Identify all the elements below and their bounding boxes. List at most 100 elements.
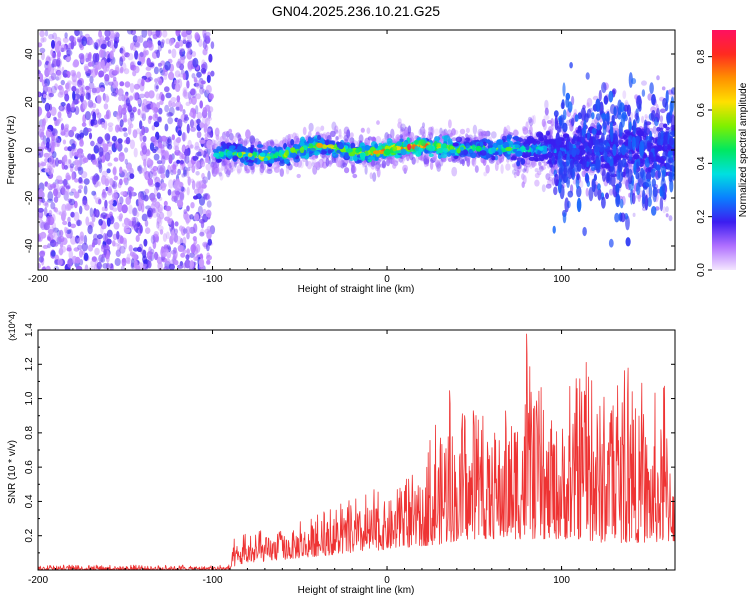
noise-cell bbox=[39, 30, 45, 38]
noise-cell bbox=[65, 56, 72, 61]
noise-cell bbox=[133, 147, 138, 158]
noise-cell bbox=[135, 211, 140, 217]
noise-cell bbox=[90, 259, 96, 267]
noise-cell bbox=[192, 236, 197, 242]
noise-cell bbox=[182, 249, 187, 254]
noise-cell bbox=[108, 200, 114, 205]
noise-cell bbox=[168, 154, 173, 165]
noise-cell bbox=[69, 163, 74, 169]
noise-cell bbox=[95, 157, 101, 168]
streak-cell bbox=[595, 113, 601, 121]
noise-cell bbox=[176, 136, 182, 144]
noise-cell bbox=[142, 135, 147, 142]
halo-cell bbox=[376, 120, 380, 125]
noise-cell bbox=[124, 228, 131, 233]
noise-cell bbox=[45, 141, 50, 149]
noise-cell bbox=[104, 151, 111, 162]
noise-cell bbox=[67, 80, 72, 85]
noise-cell bbox=[117, 138, 123, 144]
x-tick-label: 100 bbox=[553, 274, 570, 285]
streak-cell bbox=[661, 183, 666, 199]
noise-cell bbox=[143, 238, 148, 247]
noise-cell bbox=[70, 223, 77, 229]
noise-cell bbox=[147, 157, 152, 165]
noise-cell bbox=[72, 90, 76, 101]
noise-cell bbox=[52, 151, 57, 159]
noise-cell bbox=[179, 104, 184, 112]
noise-cell bbox=[76, 219, 81, 227]
noise-cell bbox=[168, 71, 175, 81]
streak-cell bbox=[590, 163, 596, 172]
noise-cell bbox=[154, 201, 161, 209]
noise-cell bbox=[60, 79, 65, 86]
noise-cell bbox=[186, 123, 190, 134]
halo-cell bbox=[376, 167, 381, 178]
noise-cell bbox=[50, 85, 57, 94]
noise-cell bbox=[127, 53, 134, 61]
signal-cell bbox=[471, 144, 476, 151]
noise-cell bbox=[56, 210, 62, 215]
noise-cell bbox=[100, 226, 104, 235]
noise-cell bbox=[135, 128, 141, 135]
halo-cell bbox=[545, 173, 551, 181]
noise-cell bbox=[158, 167, 165, 174]
noise-cell bbox=[44, 30, 49, 37]
noise-cell bbox=[81, 250, 86, 256]
y-tick-label: 20 bbox=[24, 96, 35, 108]
signal-cell bbox=[263, 157, 268, 162]
noise-cell bbox=[78, 177, 83, 184]
noise-cell bbox=[155, 93, 160, 101]
streak-cell bbox=[595, 157, 601, 170]
noise-cell bbox=[141, 125, 146, 136]
noise-cell bbox=[196, 118, 201, 125]
noise-cell bbox=[185, 41, 192, 49]
noise-cell bbox=[61, 203, 67, 213]
noise-cell bbox=[51, 52, 57, 59]
noise-cell bbox=[44, 168, 50, 173]
halo-cell bbox=[401, 156, 405, 164]
noise-cell bbox=[75, 219, 82, 226]
streak-cell bbox=[625, 237, 631, 247]
noise-cell bbox=[178, 39, 184, 47]
streak-cell bbox=[666, 113, 671, 126]
halo-cell bbox=[451, 128, 456, 136]
signal-cell bbox=[443, 135, 451, 142]
noise-cell bbox=[123, 132, 128, 138]
halo-cell bbox=[461, 158, 465, 167]
halo-cell bbox=[211, 164, 215, 174]
halo-cell bbox=[529, 125, 533, 135]
noise-cell bbox=[192, 57, 199, 68]
y-tick-label: 0.2 bbox=[24, 528, 35, 542]
streak-cell bbox=[670, 114, 675, 129]
streak-cell bbox=[557, 150, 563, 166]
noise-cell bbox=[167, 117, 173, 125]
noise-cell bbox=[86, 72, 91, 78]
noise-cell bbox=[87, 244, 94, 252]
streak-cell bbox=[642, 171, 646, 187]
halo-cell bbox=[429, 161, 434, 170]
noise-cell bbox=[119, 119, 124, 128]
noise-cell bbox=[59, 243, 64, 248]
noise-cell bbox=[125, 196, 131, 205]
noise-cell bbox=[144, 219, 149, 227]
noise-cell bbox=[38, 256, 44, 263]
halo-cell bbox=[588, 171, 595, 176]
noise-cell bbox=[74, 237, 79, 245]
noise-cell bbox=[95, 210, 99, 216]
streak-cell bbox=[608, 238, 614, 248]
noise-cell bbox=[189, 112, 194, 117]
noise-cell bbox=[199, 231, 205, 237]
noise-cell bbox=[195, 80, 200, 89]
noise-cell bbox=[206, 131, 212, 139]
signal-cell bbox=[290, 147, 296, 153]
noise-cell bbox=[166, 111, 173, 118]
signal-cell bbox=[455, 136, 463, 143]
halo-cell bbox=[485, 164, 490, 174]
noise-cell bbox=[163, 200, 168, 207]
noise-cell bbox=[44, 102, 51, 112]
signal-cell bbox=[425, 144, 433, 151]
noise-cell bbox=[64, 32, 68, 39]
noise-cell bbox=[136, 246, 142, 252]
signal-cell bbox=[475, 145, 482, 152]
